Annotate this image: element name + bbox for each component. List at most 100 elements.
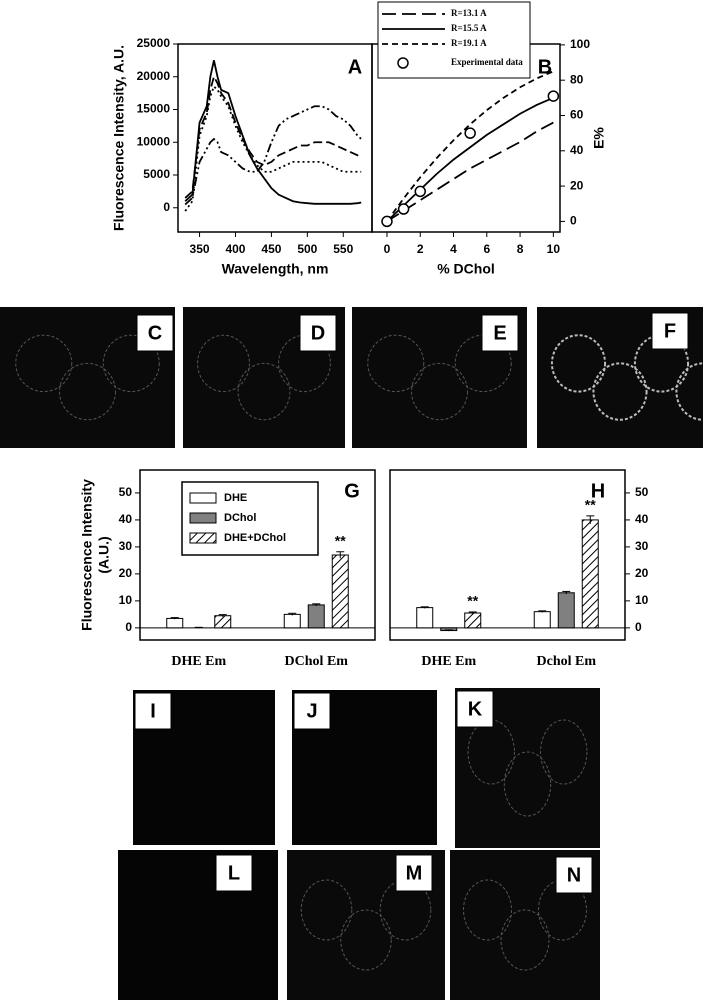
y-tick-label: 40	[570, 143, 584, 157]
legend-label: DChol	[224, 512, 256, 524]
y-tick-label: 50	[635, 485, 649, 499]
y-tick-label: 0	[125, 620, 132, 634]
error-bar	[218, 614, 227, 617]
x-tick-label: 550	[333, 242, 353, 256]
x-tick-label: DHE Em	[171, 654, 226, 669]
panel-label: E	[493, 322, 506, 344]
x-tick-label: 450	[261, 242, 281, 256]
plot-frame	[389, 469, 626, 641]
legend-label: R=13.1 A	[451, 8, 487, 18]
y-axis-label: Fluorescence Intensity	[79, 479, 95, 631]
data-point	[547, 90, 560, 102]
x-tick-label: 8	[517, 242, 524, 256]
cell-outline	[59, 362, 116, 421]
y-tick-label: 5000	[143, 167, 170, 181]
bar	[307, 604, 325, 629]
data-point	[381, 215, 393, 228]
y-tick-label: 10	[119, 593, 133, 607]
significance-mark: **	[467, 593, 478, 609]
panel-label: N	[567, 864, 581, 886]
x-tick-label: 4	[450, 242, 457, 256]
y-tick-label: 10	[635, 593, 649, 607]
x-tick-label: DHE Em	[421, 654, 476, 669]
x-tick-label: 350	[190, 242, 210, 256]
legend-marker	[397, 57, 409, 69]
y-tick-label: 30	[635, 539, 649, 553]
legend-label: DHE	[224, 492, 247, 504]
x-tick-label: Dchol Em	[537, 654, 597, 669]
x-tick-label: 2	[417, 242, 424, 256]
x-axis-label: % DChol	[437, 261, 495, 277]
x-tick-label: 6	[483, 242, 490, 256]
error-bar	[336, 551, 345, 559]
y-axis-label: E%	[591, 127, 607, 149]
error-bar	[420, 606, 429, 609]
plot-frame	[139, 469, 376, 641]
panel-label: B	[538, 56, 552, 78]
y-tick-label: 20	[119, 566, 133, 580]
data-point	[414, 185, 426, 198]
error-bar	[444, 629, 453, 632]
x-tick-label: 10	[547, 242, 561, 256]
cell-outline	[633, 334, 690, 393]
panel-label: G	[344, 480, 360, 502]
cell-outline	[237, 362, 291, 421]
data-line	[386, 121, 554, 223]
legend-label: Experimental data	[451, 57, 523, 67]
label-box	[136, 314, 174, 352]
cell-outline	[102, 334, 160, 393]
data-line	[184, 60, 362, 205]
label-box	[481, 314, 519, 352]
error-bar	[194, 626, 203, 629]
y-tick-label: 0	[163, 200, 170, 214]
error-bar	[562, 590, 571, 595]
significance-mark: **	[585, 497, 596, 513]
cell-outline	[197, 334, 250, 393]
panel-label: A	[348, 56, 362, 78]
y-axis-label: (A.U.)	[96, 536, 112, 573]
legend-swatch	[189, 492, 217, 504]
y-tick-label: 15000	[137, 102, 171, 116]
x-tick-label: 400	[225, 242, 245, 256]
cell-outline	[675, 362, 703, 421]
y-tick-label: 40	[119, 512, 133, 526]
bar	[533, 611, 551, 629]
x-tick-label: 0	[384, 242, 391, 256]
y-tick-label: 20000	[137, 69, 171, 83]
cell-outline	[411, 362, 468, 421]
cell-outline	[15, 334, 73, 393]
y-tick-label: 10000	[137, 134, 171, 148]
x-tick-label: 500	[297, 242, 317, 256]
significance-mark: **	[335, 532, 346, 548]
x-axis-label: Wavelength, nm	[222, 261, 329, 277]
label-box	[555, 856, 593, 894]
data-point	[464, 127, 476, 139]
cell-outline	[340, 909, 392, 971]
panel-label: L	[228, 862, 240, 884]
bar	[166, 617, 184, 629]
data-line	[184, 85, 362, 212]
error-bar	[170, 617, 179, 620]
legend-swatch	[189, 532, 217, 544]
cell-outline	[592, 362, 648, 421]
cell-outline	[500, 909, 550, 971]
legend-label: R=15.5 A	[451, 23, 487, 33]
panel-label: C	[148, 322, 162, 344]
error-bar	[538, 610, 547, 613]
bar	[214, 615, 232, 629]
y-tick-label: 60	[570, 108, 584, 122]
bar	[581, 519, 599, 629]
label-box	[215, 854, 253, 892]
bar	[557, 592, 575, 629]
panel-label: M	[406, 862, 423, 884]
label-box	[299, 314, 337, 352]
y-tick-label: 20	[635, 566, 649, 580]
y-tick-label: 80	[570, 72, 584, 86]
data-line	[184, 105, 362, 206]
cell-outline	[463, 879, 512, 941]
label-box	[395, 854, 433, 892]
panel-label: D	[311, 322, 325, 344]
error-bar	[288, 612, 297, 616]
legend-swatch	[189, 512, 217, 524]
